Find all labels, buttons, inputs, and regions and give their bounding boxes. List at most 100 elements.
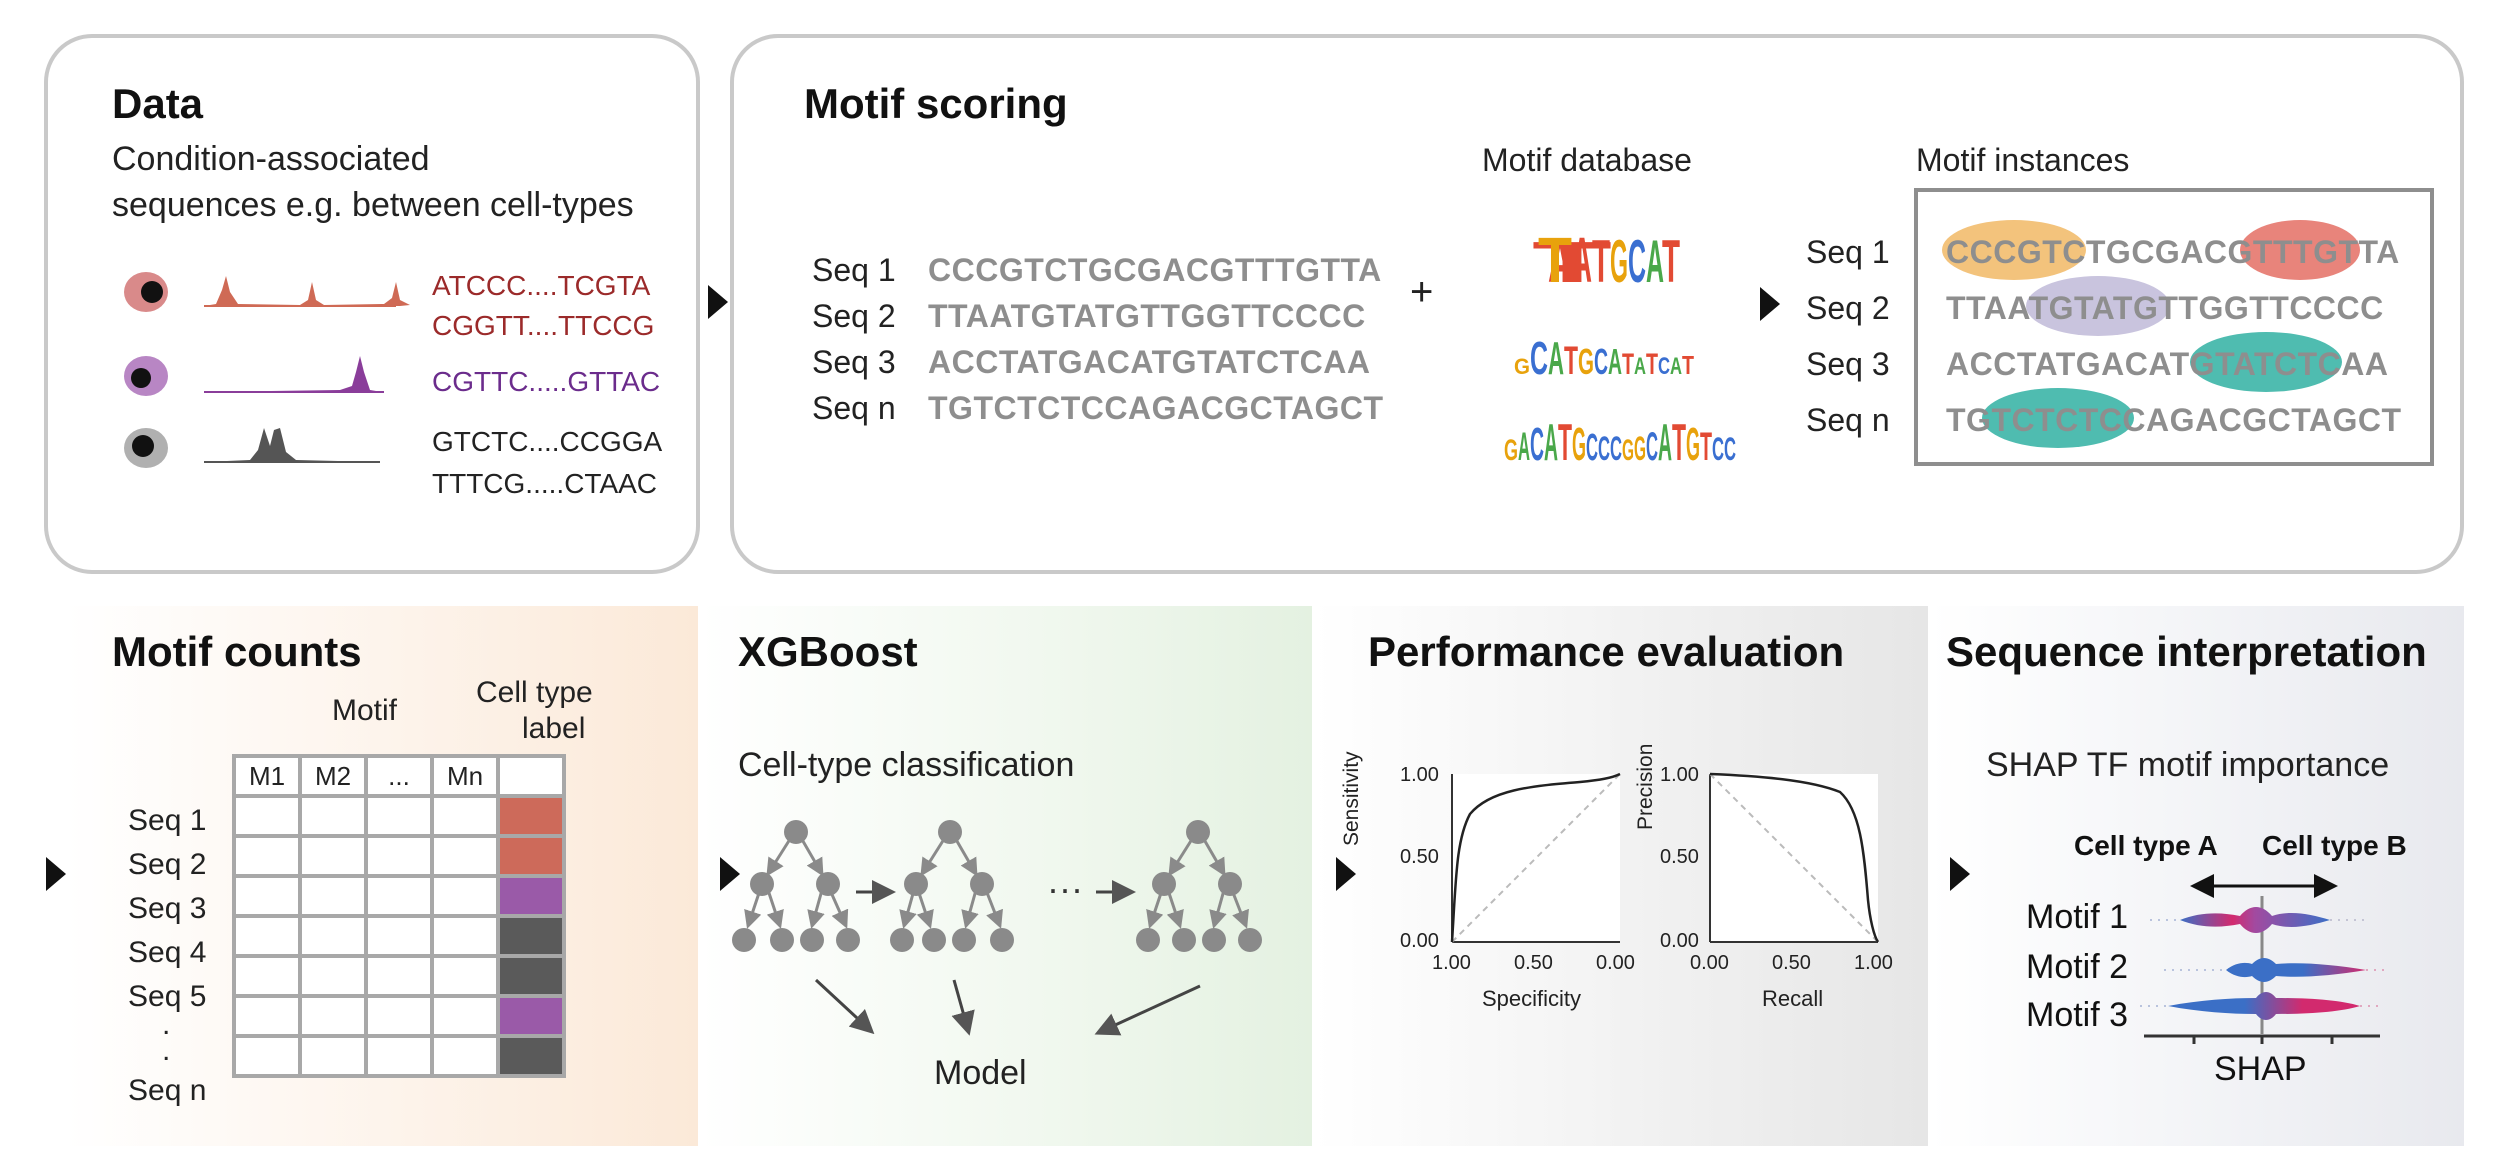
motif-scoring-title: Motif scoring [804, 80, 1068, 127]
data-seq-grey-b: TTTCG.....CTAAC [432, 468, 658, 499]
row-label-seqn: Seq n [128, 1074, 207, 1107]
instance-seq-label-1: Seq 1 [1806, 234, 1890, 270]
table-row [232, 954, 566, 998]
plus-sign: + [1410, 270, 1434, 314]
table-row [232, 1034, 566, 1078]
arrow-to-xgboost [720, 857, 740, 891]
performance-title: Performance evaluation [1368, 628, 1845, 675]
model-label: Model [934, 1054, 1027, 1092]
arrow-to-motif-counts [46, 857, 66, 891]
pr-ylabel: Precision [1634, 743, 1657, 830]
motif-instances-box [1914, 188, 2434, 466]
row-label-dot1: . [162, 1008, 171, 1041]
table-row [232, 794, 566, 838]
roc-xtick-3: 0.00 [1596, 952, 1635, 974]
label-cell [496, 954, 566, 998]
roc-xtick-1: 1.00 [1432, 952, 1471, 974]
table-row [232, 914, 566, 958]
xgboost-subtitle: Cell-type classification [738, 746, 1075, 784]
scoring-seq-3: ACCTATGACATGTATCTCAA [928, 344, 1371, 380]
roc-ytick-2: 0.50 [1400, 846, 1439, 868]
data-panel-subtitle-line1: Condition-associated [112, 140, 430, 178]
column-header-label [496, 754, 566, 798]
label-cell [496, 874, 566, 918]
data-panel-subtitle-line2: sequences e.g. between cell-types [112, 186, 634, 224]
interpretation-subtitle: SHAP TF motif importance [1986, 746, 2390, 784]
instance-seq-3: ACCTATGACATGTATCTCAA [1946, 346, 2389, 382]
label-cell [496, 794, 566, 838]
instance-seq-2: TTAATGTATGTTGGTTCCCC [1946, 290, 2384, 326]
arrow-to-performance [1336, 857, 1356, 891]
motif-instances-label: Motif instances [1916, 142, 2130, 178]
roc-xtick-2: 0.50 [1514, 952, 1553, 974]
shap-motif-label-3: Motif 3 [2026, 996, 2129, 1034]
scoring-seq-2: TTAATGTATGTTGGTTCCCC [928, 298, 1366, 334]
shap-motif-label-2: Motif 2 [2026, 948, 2129, 986]
pr-ytick-3: 0.00 [1660, 930, 1699, 952]
row-label-seq1: Seq 1 [128, 804, 207, 837]
scoring-seq-label-3: Seq 3 [812, 344, 896, 380]
row-label-dot2: . [162, 1034, 171, 1067]
pr-xtick-2: 0.50 [1772, 952, 1811, 974]
cell-type-a-label: Cell type A [2074, 830, 2218, 861]
column-header-mn: Mn [430, 754, 500, 798]
label-cell [496, 914, 566, 958]
instance-seq-label-2: Seq 2 [1806, 290, 1890, 326]
performance-bg [1314, 606, 1928, 1146]
xgboost-ellipsis: ... [1048, 860, 1085, 901]
arrow-to-instances [1760, 287, 1780, 321]
row-label-seq4: Seq 4 [128, 936, 207, 969]
instance-seq-n: TGTCTCTCCAGACGCTAGCT [1946, 402, 2402, 438]
column-header-m2: M2 [298, 754, 368, 798]
shap-xlabel: SHAP [2214, 1050, 2307, 1088]
label-cell [496, 994, 566, 1038]
xgboost-title: XGBoost [738, 628, 918, 675]
motif-header: Motif [332, 694, 398, 727]
arrow-data-to-scoring [708, 285, 728, 319]
instance-seq-label-3: Seq 3 [1806, 346, 1890, 382]
label-cell [496, 1034, 566, 1078]
pr-xtick-3: 1.00 [1854, 952, 1893, 974]
motif-count-matrix: M1 M2 ... Mn [232, 754, 566, 1078]
motif-counts-title: Motif counts [112, 628, 362, 675]
instance-seq-1: CCCGTCTGCGACGTTTGTTA [1946, 234, 2400, 270]
data-seq-grey-a: GTCTC....CCGGA [432, 426, 663, 457]
scoring-seq-label-1: Seq 1 [812, 252, 896, 288]
scoring-seq-1: CCCGTCTGCGACGTTTGTTA [928, 252, 1382, 288]
interpretation-bg [1930, 606, 2464, 1146]
roc-xlabel: Specificity [1482, 986, 1582, 1011]
column-header-m1: M1 [232, 754, 302, 798]
pr-xtick-1: 0.00 [1690, 952, 1729, 974]
row-label-seq2: Seq 2 [128, 848, 207, 881]
cell-type-label-header-1: Cell type [476, 676, 593, 709]
column-header-ellipsis: ... [364, 754, 434, 798]
scoring-seq-label-n: Seq n [812, 390, 896, 426]
pr-ytick-1: 1.00 [1660, 764, 1699, 786]
interpretation-title: Sequence interpretation [1946, 628, 2427, 675]
arrow-to-interpretation [1950, 857, 1970, 891]
instance-seq-label-n: Seq n [1806, 402, 1890, 438]
motif-scoring-panel [730, 34, 2464, 574]
data-seq-red-b: CGGTT....TTCCG [432, 310, 655, 341]
scoring-seq-n: TGTCTCTCCAGACGCTAGCT [928, 390, 1384, 426]
data-seq-purple-a: CGTTC.....GTTAC [432, 366, 661, 397]
shap-motif-label-1: Motif 1 [2026, 898, 2129, 936]
table-row [232, 874, 566, 918]
row-label-seq5: Seq 5 [128, 980, 207, 1013]
motif-database-label: Motif database [1482, 142, 1692, 178]
label-cell [496, 834, 566, 878]
pr-xlabel: Recall [1762, 986, 1824, 1011]
row-label-seq3: Seq 3 [128, 892, 207, 925]
roc-ytick-1: 1.00 [1400, 764, 1439, 786]
cell-type-b-label: Cell type B [2262, 830, 2407, 861]
roc-ytick-3: 0.00 [1400, 930, 1439, 952]
roc-ylabel: Sensitivity [1340, 751, 1363, 846]
cell-type-label-header-2: label [522, 712, 586, 745]
table-row [232, 834, 566, 878]
matrix-header-row: M1 M2 ... Mn [232, 754, 566, 798]
data-seq-red-a: ATCCC....TCGTA [432, 270, 651, 301]
table-row [232, 994, 566, 1038]
pr-ytick-2: 0.50 [1660, 846, 1699, 868]
data-panel-title: Data [112, 80, 204, 127]
scoring-seq-label-2: Seq 2 [812, 298, 896, 334]
